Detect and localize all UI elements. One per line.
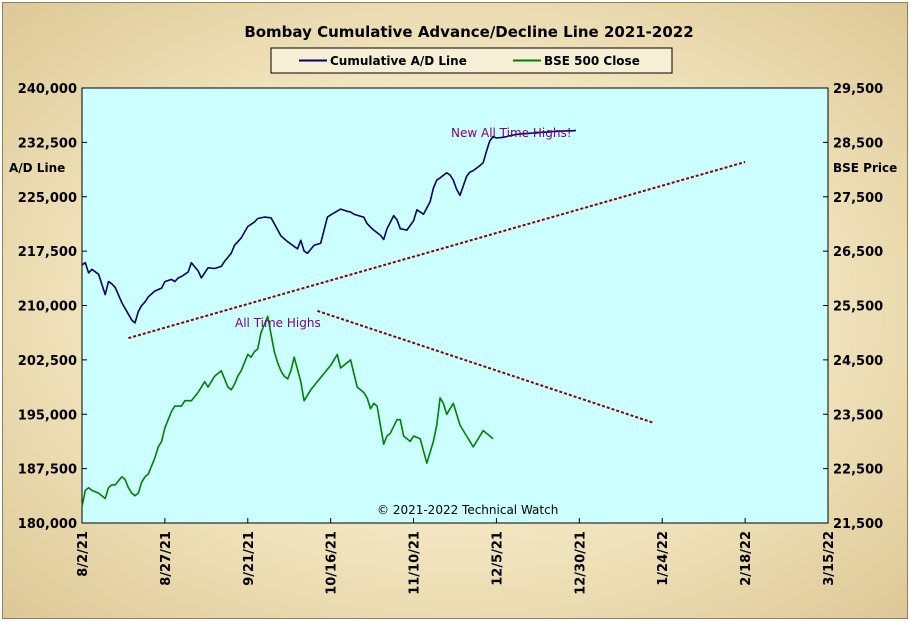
trendline-bse-resistance [317,309,653,424]
x-tick-label: 1/24/22 [656,531,671,586]
y-tick-left-label: 232,500 [18,136,77,151]
y-tick-right-label: 23,500 [833,408,883,423]
copyright-note: © 2021-2022 Technical Watch [377,503,558,517]
x-tick-label: 8/27/21 [159,531,174,586]
chart-svg: Bombay Cumulative Advance/Decline Line 2… [9,23,897,595]
y-tick-right-label: 24,500 [833,354,883,369]
y-tick-left-label: 180,000 [18,517,77,532]
y-tick-left-label: 240,000 [18,82,77,97]
y-tick-right-label: 22,500 [833,463,883,478]
trendline-ad-support [128,161,746,340]
legend-label-bse: BSE 500 Close [544,54,640,68]
legend: Cumulative A/D Line BSE 500 Close [270,47,673,74]
y-tick-right-label: 28,500 [833,136,883,151]
y-axis-label-right: BSE Price [833,161,897,175]
y-tick-left-label: 210,000 [18,300,77,315]
y-axis-label-left: A/D Line [9,161,65,175]
x-tick-label: 12/5/21 [490,531,505,586]
y-ticks-right: 29,500 28,500 27,500 26,500 25,500 24,500 23,5… [823,82,883,532]
x-tick-label: 3/15/22 [822,531,837,586]
series-ad-line [81,129,577,324]
x-tick-label: 2/18/22 [739,531,754,586]
x-tick-label: 9/21/21 [242,531,257,586]
x-tick-label: 8/2/21 [76,531,91,577]
legend-box [270,47,673,74]
y-tick-left-label: 202,500 [18,354,77,369]
y-tick-left-label: 195,000 [18,408,77,423]
y-ticks-left: 240,000 232,500 225,000 217,500 210,000 202,5… [18,82,87,532]
series-bse500-line [81,315,494,507]
y-tick-left-label: 187,500 [18,463,77,478]
annotation-new-highs: New All Time Highs! [451,126,572,140]
y-tick-left-label: 217,500 [18,245,77,260]
y-tick-right-label: 27,500 [833,191,883,206]
y-tick-right-label: 21,500 [833,517,883,532]
trendlines [128,161,746,424]
y-tick-right-label: 26,500 [833,245,883,260]
x-tick-label: 12/30/21 [573,531,588,595]
y-tick-left-label: 225,000 [18,191,77,206]
y-tick-right-label: 25,500 [833,300,883,315]
chart-title: Bombay Cumulative Advance/Decline Line 2… [244,23,693,41]
series-lines [81,129,577,507]
plot-area [81,87,829,524]
legend-label-ad: Cumulative A/D Line [330,54,467,68]
y-tick-right-label: 29,500 [833,82,883,97]
annotation-all-time-highs: All Time Highs [235,316,321,330]
x-tick-label: 10/16/21 [325,531,340,595]
x-tick-label: 11/10/21 [408,531,423,595]
x-ticks: 8/2/21 8/27/21 9/21/21 10/16/21 11/10/21 12/5… [76,518,837,595]
